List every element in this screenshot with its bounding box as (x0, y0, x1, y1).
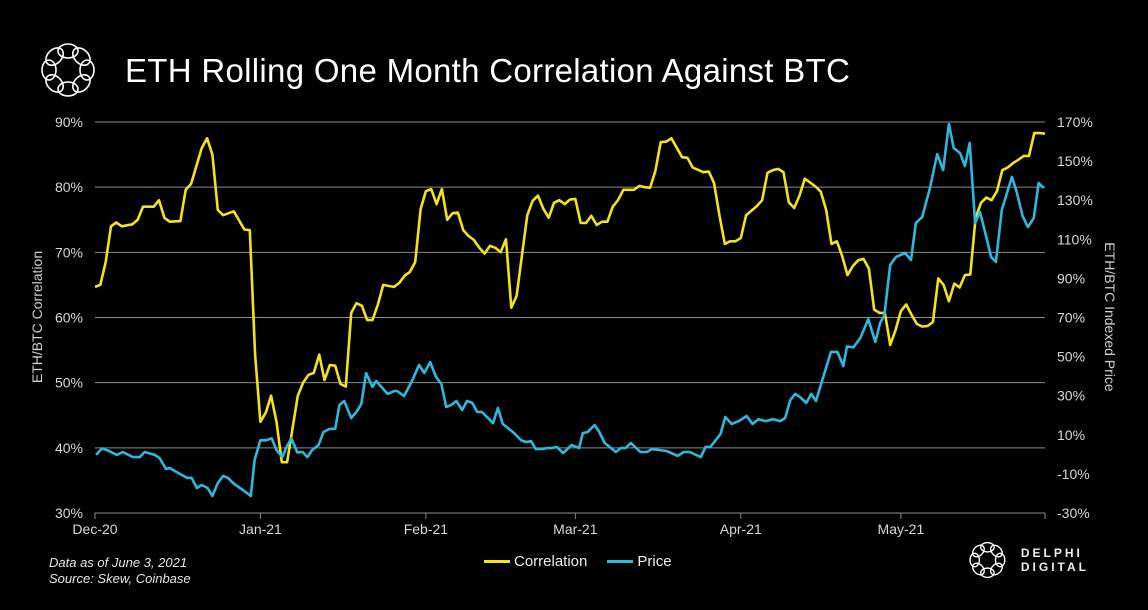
logo-loop (989, 544, 1003, 558)
logo-loop (980, 567, 995, 579)
y-tick-label: 50% (55, 375, 83, 391)
y2-tick-label: 50% (1057, 349, 1085, 365)
y-tick-label: 40% (55, 440, 83, 456)
right-axis-ticks: -30% -10% 10% 30% 50% 70% 90% 110% 130% 150% 170% (1057, 114, 1093, 521)
logo-loop (989, 562, 1003, 576)
legend: Correlation Price (484, 553, 692, 570)
delphi-brand-logo-icon (969, 541, 1006, 579)
logo-loop (969, 552, 981, 568)
delphi-logo-icon (41, 43, 95, 97)
logo-loop (971, 544, 985, 558)
y2-tick-label: 30% (1057, 388, 1085, 404)
gridlines (95, 121, 1045, 514)
legend-swatch-correlation (484, 560, 510, 563)
source-note: Source: Skew, Coinbase (49, 571, 191, 586)
series-lines (94, 122, 1046, 498)
x-tick-label: Jan-21 (239, 521, 282, 537)
left-axis-title: ETH/BTC Correlation (29, 250, 45, 384)
x-tick-label: Mar-21 (553, 521, 598, 537)
logo-loop (980, 541, 995, 553)
legend-swatch-price (607, 560, 634, 563)
y-tick-label: 30% (55, 505, 83, 521)
x-tick-label: May-21 (878, 521, 925, 537)
y-tick-label: 70% (55, 244, 83, 260)
y-tick-label: 80% (55, 179, 83, 195)
legend-item-price: Price (607, 553, 672, 570)
data-date-note: Data as of June 3, 2021 (49, 555, 188, 570)
y2-tick-label: 70% (1057, 310, 1085, 326)
x-tick-label: Feb-21 (404, 521, 449, 537)
logo-loop (971, 562, 985, 576)
series-line-correlation (94, 131, 1046, 464)
legend-label-price: Price (637, 553, 672, 570)
logo-loop (41, 59, 57, 81)
x-tick-label: Dec-20 (72, 521, 117, 537)
logo-loop (45, 74, 64, 93)
x-tick-label: Apr-21 (720, 521, 762, 537)
logo-loop (57, 81, 79, 97)
logo-loop (45, 47, 64, 66)
y-tick-label: 60% (55, 310, 83, 326)
logo-loop (72, 47, 91, 66)
right-axis-title: ETH/BTC Indexed Price (1102, 242, 1118, 392)
y2-tick-label: -30% (1057, 505, 1090, 521)
y-tick-label: 90% (55, 114, 83, 130)
y2-tick-label: -10% (1057, 466, 1090, 482)
y2-tick-label: 170% (1057, 114, 1093, 130)
y2-tick-label: 10% (1057, 427, 1085, 443)
logo-loop (994, 552, 1006, 568)
y2-tick-label: 130% (1057, 192, 1093, 208)
brand: DELPHI DIGITAL (966, 537, 1148, 583)
chart-title: ETH Rolling One Month Correlation Agains… (125, 52, 851, 89)
brand-name: DELPHI DIGITAL (1020, 546, 1089, 574)
series-line-price (95, 122, 1045, 498)
y2-tick-label: 90% (1057, 270, 1085, 286)
logo-loop (79, 59, 95, 81)
legend-label-correlation: Correlation (514, 553, 588, 570)
legend-item-correlation: Correlation (484, 553, 587, 570)
y2-tick-label: 110% (1057, 231, 1092, 247)
logo-loop (57, 43, 79, 59)
y2-tick-label: 150% (1057, 153, 1093, 169)
x-axis-ticks: Dec-20 Jan-21 Feb-21 Mar-21 Apr-21 May-21 (72, 513, 1046, 537)
left-axis-ticks: 30% 40% 50% 60% 70% 80% 90% (55, 114, 83, 521)
logo-loop (72, 74, 91, 93)
